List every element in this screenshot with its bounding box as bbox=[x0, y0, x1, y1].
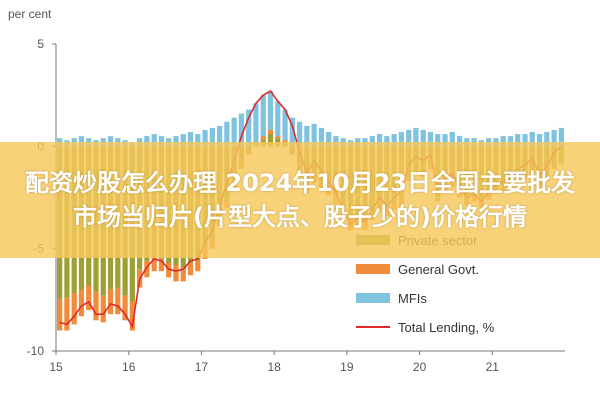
bar-mfi bbox=[318, 127, 325, 147]
bar-mfi bbox=[282, 109, 288, 141]
y-tick-label: 5 bbox=[37, 37, 44, 51]
bar-general bbox=[115, 287, 121, 315]
bar-mfi bbox=[413, 127, 419, 147]
bar-mfi bbox=[376, 134, 383, 147]
bar-mfi bbox=[369, 136, 375, 147]
x-tick-label: 15 bbox=[49, 360, 63, 374]
bar-mfi bbox=[515, 134, 521, 147]
bar-mfi bbox=[536, 134, 543, 147]
bar-general bbox=[64, 297, 70, 331]
bar-general bbox=[173, 265, 179, 282]
bar-mfi bbox=[187, 132, 194, 147]
bar-mfi bbox=[224, 121, 230, 147]
bar-general bbox=[122, 295, 128, 321]
bar-mfi bbox=[151, 134, 157, 147]
bar-general bbox=[158, 258, 165, 272]
bar-mfi bbox=[551, 129, 557, 147]
bar-mfi bbox=[231, 117, 237, 147]
bar-general bbox=[71, 293, 77, 325]
bar-mfi bbox=[544, 132, 550, 147]
bar-mfi bbox=[326, 132, 332, 147]
bar-mfi bbox=[158, 136, 165, 147]
legend-swatch-general bbox=[356, 264, 390, 274]
bar-general bbox=[187, 262, 194, 276]
overlay-banner: 配资炒股怎么办理 2024年10月23日全国主要批发市场当归片(片型大点、股子少… bbox=[0, 142, 600, 258]
bar-general bbox=[78, 289, 85, 317]
bar-mfi bbox=[304, 125, 310, 147]
y-tick-label: -10 bbox=[27, 344, 45, 358]
bar-general bbox=[282, 140, 288, 143]
x-tick-label: 21 bbox=[486, 360, 500, 374]
legend-swatch-mfi bbox=[356, 293, 390, 303]
bar-general bbox=[267, 129, 274, 135]
bar-general bbox=[166, 262, 172, 278]
bar-mfi bbox=[420, 129, 426, 147]
x-tick-label: 20 bbox=[413, 360, 427, 374]
bar-mfi bbox=[195, 134, 201, 147]
bar-mfi bbox=[238, 113, 245, 147]
bar-general bbox=[144, 260, 150, 278]
bar-mfi bbox=[333, 136, 339, 147]
bar-mfi bbox=[202, 129, 208, 147]
legend-label: MFIs bbox=[398, 291, 427, 306]
bar-mfi bbox=[107, 136, 114, 147]
bar-general bbox=[275, 136, 281, 139]
bar-mfi bbox=[398, 132, 405, 147]
x-tick-label: 17 bbox=[195, 360, 209, 374]
bar-mfi bbox=[529, 132, 535, 147]
legend-label: General Govt. bbox=[398, 262, 479, 277]
bar-mfi bbox=[522, 134, 528, 147]
overlay-title: 配资炒股怎么办理 2024年10月23日全国主要批发市场当归片(片型大点、股子少… bbox=[25, 169, 575, 231]
bar-mfi bbox=[442, 134, 448, 147]
bar-mfi bbox=[275, 101, 281, 137]
bar-mfi bbox=[311, 123, 317, 147]
bar-mfi bbox=[78, 136, 85, 147]
bar-mfi bbox=[246, 109, 252, 147]
bar-general bbox=[180, 267, 186, 282]
bar-mfi bbox=[216, 125, 223, 147]
y-axis-label: per cent bbox=[8, 7, 52, 21]
bar-mfi bbox=[260, 95, 266, 137]
bar-mfi bbox=[384, 136, 390, 147]
bar-mfi bbox=[267, 91, 274, 130]
bar-mfi bbox=[289, 117, 295, 147]
bar-general bbox=[260, 136, 266, 141]
bar-general bbox=[107, 289, 114, 315]
bar-general bbox=[151, 256, 157, 272]
bar-mfi bbox=[507, 136, 514, 147]
bar-mfi bbox=[435, 134, 441, 147]
bar-mfi bbox=[296, 121, 303, 147]
bar-mfi bbox=[253, 103, 259, 143]
x-tick-label: 19 bbox=[340, 360, 354, 374]
bar-general bbox=[86, 285, 92, 311]
legend-label: Total Lending, % bbox=[398, 320, 495, 335]
bar-general bbox=[57, 299, 63, 331]
bar-mfi bbox=[449, 132, 455, 147]
bar-mfi bbox=[173, 136, 179, 147]
bar-mfi bbox=[558, 127, 564, 147]
bar-mfi bbox=[209, 127, 215, 147]
bar-mfi bbox=[500, 136, 506, 147]
bar-mfi bbox=[391, 134, 397, 147]
bar-general bbox=[100, 295, 106, 323]
bar-mfi bbox=[427, 132, 434, 147]
bar-private bbox=[267, 134, 274, 147]
bar-mfi bbox=[144, 136, 150, 147]
bar-general bbox=[195, 260, 201, 272]
bar-general bbox=[93, 291, 99, 321]
x-tick-label: 16 bbox=[122, 360, 136, 374]
x-tick-label: 18 bbox=[267, 360, 281, 374]
bar-mfi bbox=[406, 129, 412, 147]
bar-mfi bbox=[180, 134, 186, 147]
bar-mfi bbox=[456, 136, 463, 147]
bar-general bbox=[129, 301, 135, 331]
